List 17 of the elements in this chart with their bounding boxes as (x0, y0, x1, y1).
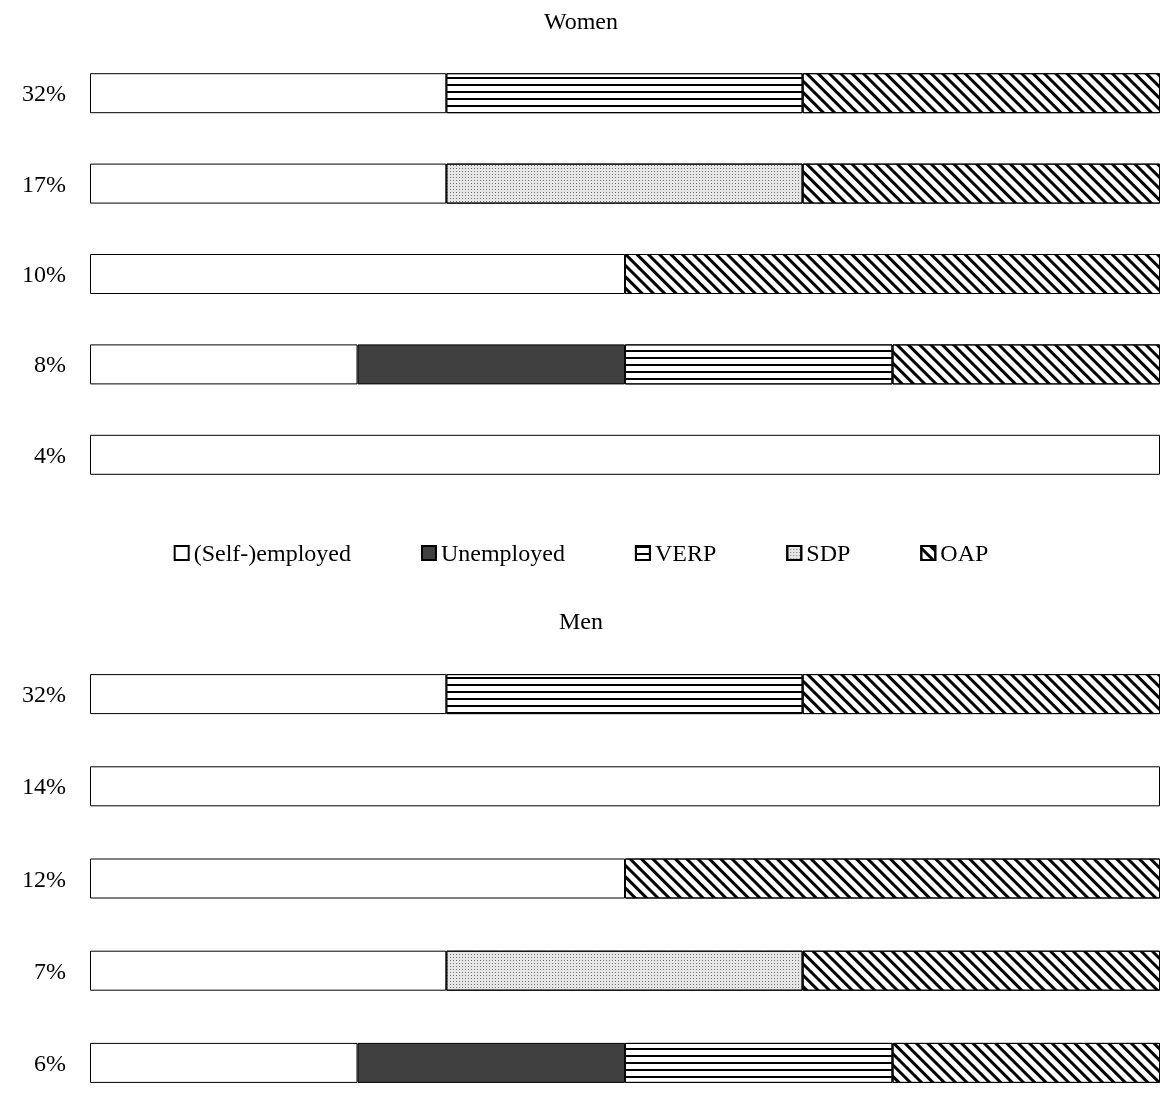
y-tick-label: 6% (34, 1049, 66, 1076)
chart-title: Men (559, 608, 603, 634)
legend-label: (Self-)employed (193, 540, 351, 566)
y-tick-label: 32% (22, 681, 66, 708)
y-tick-label: 10% (22, 261, 66, 287)
y-tick-label: 32% (22, 80, 66, 107)
legend-label: VERP (654, 540, 717, 566)
y-tick-label: 8% (34, 351, 66, 378)
y-tick-label: 17% (22, 170, 66, 197)
legend-label: SDP (806, 540, 851, 566)
legend-label: OAP (940, 540, 989, 566)
y-tick-label: 12% (22, 865, 66, 892)
y-tick-label: 14% (22, 773, 66, 800)
y-tick-label: 7% (34, 957, 66, 984)
y-tick-label: 4% (34, 441, 66, 468)
chart-title: Women (543, 8, 619, 34)
legend-label: Unemployed (440, 540, 565, 566)
